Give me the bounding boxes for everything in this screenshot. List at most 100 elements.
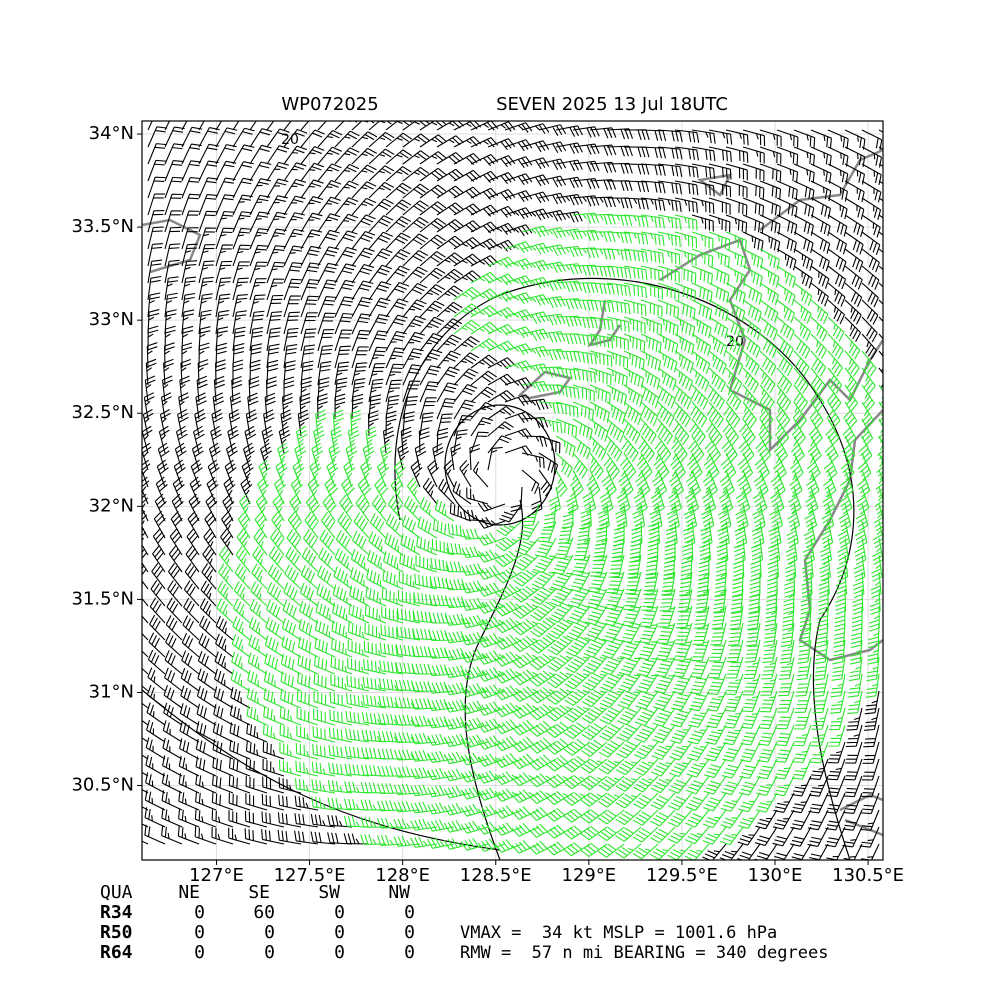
wind-barb [428, 594, 455, 607]
wind-barb [317, 344, 333, 369]
wind-barb [215, 121, 223, 131]
wind-barb [812, 690, 829, 714]
wind-barb [246, 722, 268, 743]
wind-barb [626, 554, 642, 579]
wind-barb [657, 316, 679, 337]
wind-barb [427, 837, 455, 849]
wind-barb [600, 656, 625, 676]
wind-barb [696, 571, 710, 597]
wind-barb [344, 781, 370, 794]
row-label: R34 [100, 902, 133, 923]
wind-barb [597, 843, 625, 858]
wind-barb [790, 809, 812, 830]
wind-barb [657, 146, 683, 160]
wind-barb [504, 309, 533, 322]
wind-barb [185, 545, 200, 573]
wind-barb [817, 588, 829, 615]
wind-barb [419, 365, 441, 386]
wind-barb [154, 493, 167, 522]
wind-barb [190, 459, 203, 488]
wind-barb [469, 444, 481, 471]
wind-barb [300, 564, 319, 590]
wind-barb [397, 589, 421, 607]
wind-barb [584, 620, 608, 642]
wind-barb [793, 367, 809, 394]
wind-barb [809, 758, 829, 781]
wind-barb [215, 144, 237, 165]
wind-barb [348, 603, 370, 624]
wind-barb [444, 682, 472, 696]
wind-barb [314, 637, 336, 658]
wind-barb [301, 547, 319, 573]
wind-barb [555, 211, 583, 223]
wind-barb [377, 800, 404, 812]
wind-barb [477, 753, 506, 767]
wind-barb [691, 367, 710, 392]
wind-barb [687, 724, 710, 745]
wind-barb [860, 792, 880, 815]
wind-barb [198, 121, 205, 131]
wind-barb [690, 656, 710, 678]
wind-barb [674, 367, 694, 392]
wind-barb [736, 469, 752, 498]
wind-barb [164, 160, 184, 182]
wind-barb [194, 808, 217, 828]
wind-barb [801, 571, 813, 598]
wind-barb [277, 829, 302, 845]
wind-barb [725, 673, 744, 696]
wind-barb [708, 197, 731, 215]
wind-barb [385, 395, 400, 420]
wind-barb [477, 838, 506, 852]
wind-barb [657, 197, 682, 212]
coast-kyushu-south [798, 409, 883, 662]
wind-barb [844, 384, 859, 412]
wind-barb [810, 180, 832, 202]
wind-barb [793, 350, 810, 377]
wind-barb [402, 200, 429, 216]
wind-barb [213, 686, 234, 709]
wind-barb [504, 292, 533, 305]
wind-barb [162, 375, 173, 403]
wind-barb [672, 656, 693, 678]
wind-barb [436, 152, 464, 165]
wind-barb [654, 656, 676, 678]
wind-barb [504, 190, 533, 203]
wind-barb [294, 830, 319, 845]
wind-barb [317, 163, 342, 182]
wind-barb [249, 194, 271, 216]
wind-barb [725, 656, 744, 679]
wind-barb [247, 392, 259, 420]
wind-barb [528, 790, 557, 804]
wind-barb [438, 478, 455, 505]
wind-barb [385, 182, 412, 199]
wind-barb [460, 769, 489, 783]
wind-barb [538, 261, 566, 274]
wind-barb [800, 588, 812, 615]
wind-barb [861, 775, 880, 798]
wind-barb [472, 461, 489, 488]
wind-barb [876, 452, 883, 481]
wind-barb [597, 826, 625, 842]
wind-barb [726, 639, 744, 663]
wind-barb [657, 129, 683, 142]
wind-barb [261, 794, 285, 811]
wind-barb [419, 397, 437, 420]
wind-barb [262, 741, 285, 760]
wind-barb [714, 571, 727, 597]
wind-barb [546, 790, 574, 805]
table-cell: 0 [264, 942, 275, 963]
wind-barb [616, 758, 642, 776]
wind-barb [215, 194, 236, 216]
wind-barb [470, 338, 498, 352]
y-tick-label: 33.5°N [71, 216, 134, 237]
wind-barb [704, 741, 727, 762]
wind-barb [623, 129, 650, 141]
wind-barb [618, 673, 642, 693]
wind-barb [790, 435, 805, 464]
wind-barb [846, 707, 863, 731]
wind-barb [297, 409, 310, 437]
wind-barb [615, 792, 642, 809]
wind-barb [827, 129, 849, 150]
wind-barb [368, 231, 393, 250]
wind-barb [504, 377, 533, 390]
